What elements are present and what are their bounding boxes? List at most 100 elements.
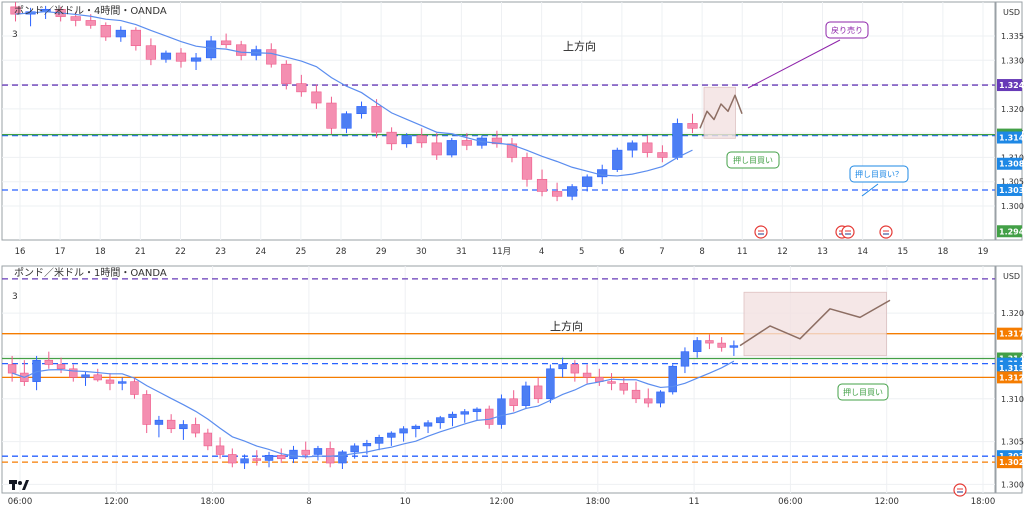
candle[interactable]: [567, 186, 578, 197]
candle[interactable]: [356, 106, 367, 115]
candle[interactable]: [668, 365, 677, 393]
candle[interactable]: [656, 391, 665, 404]
candle[interactable]: [521, 385, 531, 406]
candle[interactable]: [236, 44, 247, 56]
candle[interactable]: [687, 123, 698, 129]
candle[interactable]: [341, 113, 352, 129]
candle[interactable]: [582, 176, 593, 187]
candle[interactable]: [416, 135, 427, 144]
candle[interactable]: [399, 428, 408, 434]
candle[interactable]: [472, 408, 482, 412]
note-sell-box[interactable]: [825, 21, 869, 39]
candle[interactable]: [266, 49, 277, 65]
note-buy-box[interactable]: [837, 383, 889, 401]
candle[interactable]: [546, 368, 555, 400]
candle[interactable]: [289, 449, 298, 460]
price-axis[interactable]: [995, 1, 1023, 241]
candle[interactable]: [509, 398, 518, 406]
candle[interactable]: [461, 140, 472, 146]
candle[interactable]: [56, 364, 66, 370]
candle[interactable]: [175, 52, 187, 62]
candle[interactable]: [558, 364, 567, 370]
candle[interactable]: [644, 398, 653, 404]
candle[interactable]: [582, 372, 592, 378]
candle[interactable]: [607, 381, 616, 384]
candle[interactable]: [692, 340, 702, 352]
candle[interactable]: [387, 432, 396, 438]
candle[interactable]: [551, 191, 563, 197]
candle[interactable]: [680, 351, 690, 367]
candle[interactable]: [160, 52, 172, 60]
candle[interactable]: [431, 142, 442, 156]
us-flag-icon[interactable]: [953, 483, 967, 497]
candle[interactable]: [374, 437, 384, 444]
candle[interactable]: [277, 455, 286, 460]
candle[interactable]: [203, 432, 213, 447]
candle[interactable]: [154, 419, 164, 425]
candle[interactable]: [69, 368, 78, 378]
candle[interactable]: [460, 411, 469, 415]
candle[interactable]: [497, 398, 506, 425]
candle[interactable]: [619, 383, 628, 391]
candle[interactable]: [411, 425, 421, 430]
candle[interactable]: [627, 142, 638, 151]
candle[interactable]: [240, 458, 249, 464]
note-buy-box[interactable]: [726, 151, 780, 169]
candle[interactable]: [642, 142, 653, 153]
candle[interactable]: [100, 25, 111, 38]
candle[interactable]: [115, 29, 126, 38]
note-buy-question-box[interactable]: [849, 165, 909, 183]
candle[interactable]: [179, 424, 188, 430]
candle[interactable]: [350, 445, 359, 453]
candle[interactable]: [672, 123, 683, 158]
candle[interactable]: [485, 408, 494, 425]
candle[interactable]: [301, 449, 310, 455]
candle[interactable]: [533, 385, 543, 400]
candle[interactable]: [570, 364, 580, 374]
candle[interactable]: [371, 106, 382, 133]
candle[interactable]: [717, 342, 726, 348]
candle[interactable]: [521, 157, 533, 180]
candle[interactable]: [166, 419, 176, 430]
candle[interactable]: [215, 445, 225, 455]
candle[interactable]: [281, 63, 292, 84]
us-flag-icon[interactable]: [879, 225, 893, 239]
candle[interactable]: [118, 381, 127, 384]
candle[interactable]: [10, 6, 21, 15]
candle[interactable]: [657, 152, 668, 158]
candle[interactable]: [93, 374, 102, 381]
candle[interactable]: [145, 45, 157, 60]
candle[interactable]: [536, 178, 548, 192]
candle[interactable]: [729, 345, 739, 348]
candle[interactable]: [228, 454, 237, 464]
candle[interactable]: [313, 448, 323, 455]
candle[interactable]: [105, 379, 115, 384]
plot-area[interactable]: [1, 1, 996, 241]
candle[interactable]: [386, 131, 397, 145]
candle[interactable]: [597, 169, 608, 178]
candle[interactable]: [491, 137, 503, 145]
candle[interactable]: [705, 340, 714, 344]
candle[interactable]: [423, 422, 433, 427]
candle[interactable]: [311, 91, 322, 104]
candle[interactable]: [70, 16, 81, 21]
candle[interactable]: [631, 389, 641, 400]
candle[interactable]: [81, 374, 90, 378]
candle[interactable]: [436, 417, 445, 424]
candle[interactable]: [221, 40, 232, 46]
candle[interactable]: [130, 381, 139, 395]
us-flag-icon[interactable]: [841, 225, 855, 239]
candle[interactable]: [142, 394, 151, 425]
candle[interactable]: [44, 359, 54, 365]
us-flag-icon[interactable]: [754, 225, 768, 239]
candle[interactable]: [448, 413, 457, 418]
candle[interactable]: [191, 424, 200, 434]
candle[interactable]: [401, 135, 412, 145]
candle[interactable]: [446, 140, 457, 156]
candle[interactable]: [612, 149, 623, 170]
candle[interactable]: [7, 364, 17, 374]
candle[interactable]: [264, 455, 274, 461]
candle[interactable]: [205, 40, 217, 59]
candle[interactable]: [190, 57, 202, 62]
